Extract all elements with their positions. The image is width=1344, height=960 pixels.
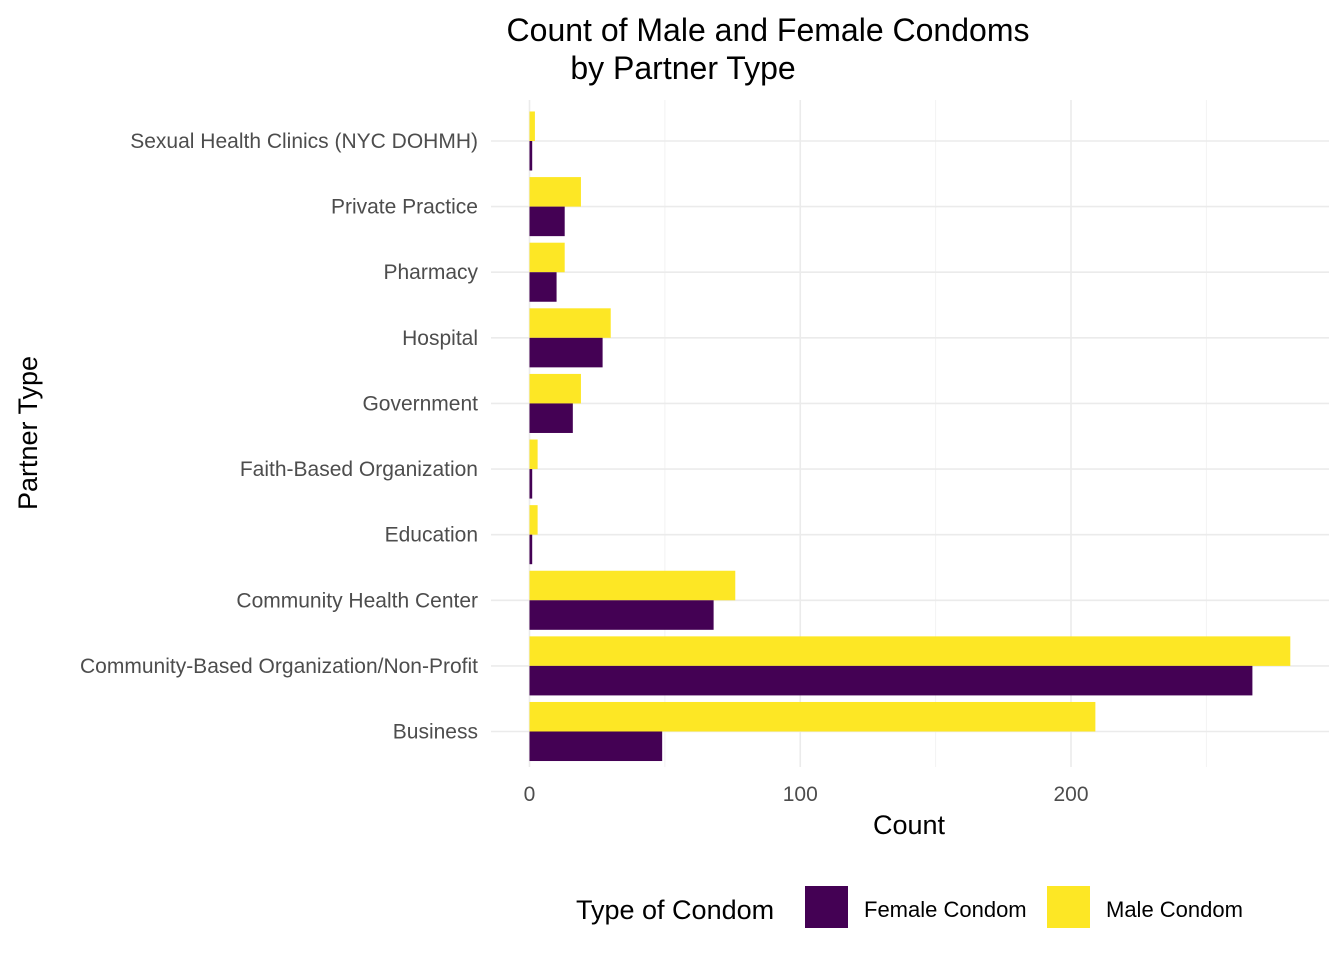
y-axis-title: Partner Type [13, 356, 43, 510]
y-tick-label: Business [393, 721, 478, 744]
bar-male-pharmacy [529, 242, 565, 273]
bar-male-community-health-center [529, 570, 736, 601]
legend-key-female-condom [805, 886, 848, 928]
y-tick-label: Faith-Based Organization [240, 458, 478, 481]
bar-female-hospital [529, 337, 603, 368]
y-tick-label: Private Practice [331, 196, 478, 219]
legend-key-male-condom [1047, 886, 1090, 928]
x-tick-labels: 0 100 200 [524, 783, 1089, 806]
x-tick-label: 0 [524, 783, 536, 806]
bar-male-private-practice [529, 177, 581, 207]
bar-male-government [529, 373, 581, 404]
bar-male-hospital [529, 308, 611, 338]
y-tick-label: Sexual Health Clinics (NYC DOHMH) [130, 130, 478, 153]
legend-label-female-condom: Female Condom [864, 897, 1027, 922]
bar-female-community-health-center [529, 600, 714, 630]
bars [529, 111, 1291, 762]
bar-male-sexual-health-clinics-nyc-dohmh [529, 111, 535, 141]
grid [491, 100, 1329, 767]
bar-female-sexual-health-clinics-nyc-dohmh [529, 141, 533, 171]
y-tick-label: Pharmacy [383, 261, 478, 284]
bar-female-business [529, 731, 663, 762]
y-tick-label: Community Health Center [236, 589, 478, 612]
chart-title-line-2: by Partner Type [570, 50, 795, 86]
bar-female-pharmacy [529, 272, 557, 302]
bar-female-community-based-organization-non-profit [529, 665, 1253, 696]
bar-male-faith-based-organization [529, 439, 538, 470]
bar-male-education [529, 505, 538, 535]
legend-label-male-condom: Male Condom [1106, 897, 1243, 922]
bar-female-education [529, 534, 533, 565]
bar-male-community-based-organization-non-profit [529, 636, 1291, 666]
bar-male-business [529, 701, 1096, 732]
chart-title-line-1: Count of Male and Female Condoms [507, 12, 1030, 48]
y-tick-label: Community-Based Organization/Non-Profit [80, 655, 478, 678]
x-tick-label: 200 [1053, 783, 1088, 806]
bar-female-private-practice [529, 206, 565, 237]
y-tick-label: Education [385, 524, 478, 547]
legend: Type of Condom Female Condom Male Condom [576, 886, 1243, 928]
y-tick-labels: Business Community-Based Organization/Non… [80, 130, 478, 744]
bar-female-faith-based-organization [529, 469, 533, 499]
y-tick-label: Hospital [402, 327, 478, 350]
y-tick-label: Government [362, 392, 478, 415]
x-tick-label: 100 [783, 783, 818, 806]
x-axis-title: Count [873, 810, 946, 840]
legend-title: Type of Condom [576, 895, 774, 925]
bar-female-government [529, 403, 573, 433]
